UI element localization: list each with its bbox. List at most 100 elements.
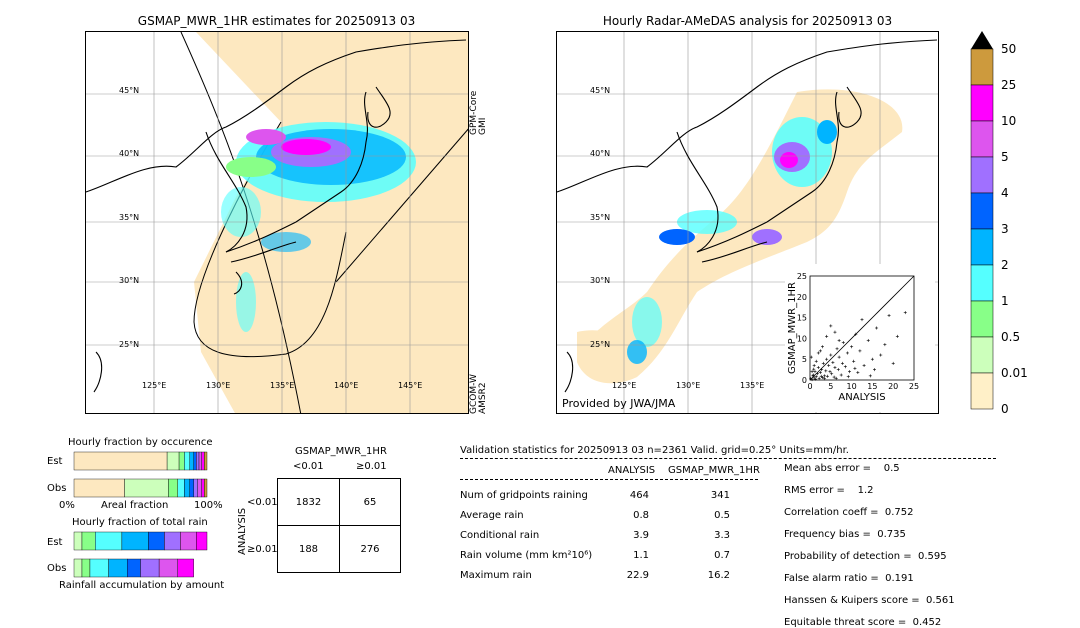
validation-header: Validation statistics for 20250913 03 n=… [460, 445, 849, 456]
validation-score-2: Correlation coeff = 0.752 [784, 507, 914, 518]
occurrence-obs-seg-1 [124, 478, 169, 498]
colorbar-label-0: 50 [1001, 42, 1017, 56]
validation-score-6: Hanssen & Kuipers score = 0.561 [784, 595, 955, 606]
scatter-point-51 [816, 351, 820, 355]
colorbar-label-3: 5 [1001, 150, 1009, 164]
occurrence-obs-seg-0 [73, 478, 125, 498]
scatter-xtick-2: 10 [847, 382, 857, 391]
rain-fraction-bars [73, 531, 208, 578]
scatter-point-33 [850, 345, 854, 349]
scatter-ytick-5: 25 [797, 272, 807, 281]
left-lat-40: 40°N [119, 149, 140, 158]
occurrence-obs-seg-9 [204, 478, 208, 498]
rain-fraction-est-seg-3 [121, 531, 149, 551]
scatter-point-67 [834, 376, 838, 380]
left-lon-135: 135°E [270, 381, 295, 390]
validation-row-analysis-4: 22.9 [626, 570, 649, 581]
colorbar-label-4: 4 [1001, 186, 1009, 200]
left-lat-35: 35°N [119, 213, 140, 222]
rain-fraction-obs-seg-6 [158, 558, 178, 578]
scatter-point-62 [811, 374, 815, 378]
validation-row-gsmap-2: 3.3 [714, 530, 730, 541]
validation-score-5: False alarm ratio = 0.191 [784, 573, 914, 584]
validation-row-gsmap-4: 16.2 [707, 570, 730, 581]
scatter-point-15 [825, 357, 829, 361]
scatter-xtick-0: 0 [807, 382, 812, 391]
scatter-xtick-1: 5 [828, 382, 833, 391]
occurrence-x-right: 100% [194, 500, 223, 511]
scatter-point-58 [814, 359, 818, 363]
rain-fraction-label-obs: Obs [47, 563, 67, 574]
cell-false-alarm: 65 [363, 497, 377, 508]
scatter-point-69 [812, 367, 816, 371]
scatter-point-4 [813, 370, 817, 374]
validation-score-0: Mean abs error = 0.5 [784, 463, 900, 474]
rain-fraction-obs-seg-5 [140, 558, 160, 578]
scatter-xtick-5: 25 [909, 382, 919, 391]
rain-fraction-obs-seg-2 [89, 558, 109, 578]
scatter-point-57 [810, 370, 814, 374]
rain-fraction-obs-seg-3 [108, 558, 128, 578]
scatter-ylabel: GSMAP_MWR_1HR [787, 282, 798, 374]
validation-score-7: Equitable threat score = 0.452 [784, 617, 942, 628]
colorbar-segment-9 [970, 372, 994, 410]
scatter-point-37 [858, 349, 862, 353]
cell-miss: 188 [298, 544, 319, 555]
scatter-point-20 [830, 372, 834, 376]
left-lat-25: 25°N [119, 340, 140, 349]
left-sat-label-bottom: GCOM-W AMSR2 [469, 374, 488, 414]
contingency-col-lt: <0.01 [293, 461, 324, 472]
rain-fraction-obs-seg-7 [177, 558, 194, 578]
scatter-point-64 [819, 374, 823, 378]
right-map: 45°N 40°N 35°N 30°N 25°N 125°E 130°E 135… [556, 31, 939, 414]
rain-fraction-obs-seg-4 [127, 558, 141, 578]
scatter-panel: 0 5 10 15 20 25 0 5 10 15 20 25 ANALYSIS GSMAP_MWR_1H… [785, 264, 935, 412]
scatter-point-21 [831, 361, 835, 365]
occurrence-est-seg-4 [189, 451, 194, 471]
scatter-point-22 [832, 375, 836, 379]
scatter-point-32 [848, 370, 852, 374]
right-lon-125: 125°E [612, 381, 637, 390]
occurrence-obs-seg-3 [177, 478, 185, 498]
scatter-point-68 [853, 366, 857, 370]
scatter-ytick-0: 0 [802, 376, 807, 385]
rain-fraction-title: Hourly fraction of total rain [72, 517, 208, 528]
validation-row-analysis-0: 464 [629, 490, 649, 501]
contingency-row-lt: <0.01 [247, 497, 278, 508]
occurrence-obs-seg-7 [197, 478, 202, 498]
occurrence-x-mid: Areal fraction [101, 500, 169, 511]
scatter-point-59 [818, 349, 822, 353]
scatter-ytick-3: 15 [797, 314, 807, 323]
cell-hit-none: 1832 [295, 497, 322, 508]
scatter-point-54 [829, 324, 833, 328]
validation-row-label-3: Rain volume (mm km²10⁶) [460, 550, 593, 561]
colorbar-overflow-triangle [971, 31, 993, 49]
scatter-xtick-3: 15 [867, 382, 877, 391]
validation-col-divider [460, 479, 758, 480]
colorbar-label-7: 1 [1001, 294, 1009, 308]
contingency-row-ge: ≥0.01 [247, 544, 278, 555]
scatter-point-1 [810, 378, 814, 382]
left-lon-125: 125°E [142, 381, 167, 390]
rain-fraction-xlabel: Rainfall accumulation by amount [59, 580, 225, 591]
scatter-point-39 [862, 363, 866, 367]
scatter-point-47 [891, 361, 895, 365]
colorbar-segment-1 [970, 84, 994, 122]
cell-hit: 276 [360, 544, 380, 555]
validation-col-analysis: ANALYSIS [608, 465, 656, 476]
occurrence-est-seg-5 [193, 451, 197, 471]
colorbar-segment-6 [970, 264, 994, 302]
validation-col-gsmap: GSMAP_MWR_1HR [668, 465, 760, 476]
scatter-point-60 [823, 377, 827, 381]
scatter-point-26 [837, 355, 841, 359]
scatter-point-41 [870, 357, 874, 361]
scatter-point-49 [903, 311, 907, 315]
scatter-point-50 [812, 363, 816, 367]
scatter-point-36 [856, 371, 860, 375]
left-sat-label-top: GPM-Core GMI [469, 90, 488, 135]
rain-fraction-obs-seg-1 [81, 558, 91, 578]
scatter-point-65 [846, 375, 850, 379]
scatter-ytick-1: 5 [802, 355, 807, 364]
occurrence-est-seg-1 [166, 451, 180, 471]
colorbar-label-5: 3 [1001, 222, 1009, 236]
